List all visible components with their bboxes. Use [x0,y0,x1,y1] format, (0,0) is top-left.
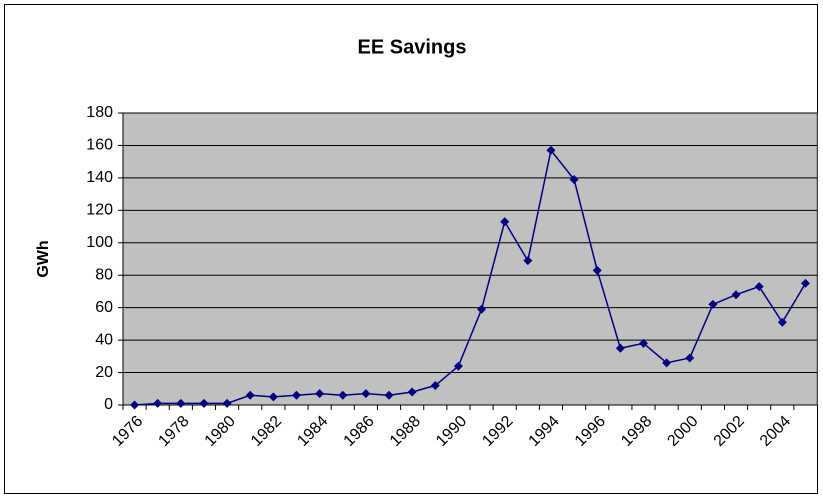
y-tick-label: 20 [95,364,113,381]
y-tick-label: 80 [95,266,113,283]
data-point [708,299,718,309]
data-point [199,398,209,408]
y-tick-label: 60 [95,299,113,316]
data-point [477,304,487,314]
data-point [731,290,741,300]
data-point [500,217,510,227]
data-point [176,398,186,408]
y-tick-label: 140 [86,169,113,186]
y-tick-label: 100 [86,234,113,251]
data-point [384,390,394,400]
data-point [430,381,440,391]
y-tick-label: 120 [86,202,113,219]
data-point [777,317,787,327]
data-point [569,175,579,185]
data-point [592,265,602,275]
y-tick-label: 180 [86,104,113,121]
data-point [292,390,301,400]
y-tick-label: 160 [86,137,113,154]
chart-title: EE Savings [358,36,467,58]
y-axis-label: GWh [35,240,52,277]
data-point [245,390,255,400]
data-point [315,389,325,399]
data-point [754,282,764,292]
data-point [800,278,810,288]
data-point [639,338,648,348]
data-point [130,400,140,410]
y-tick-label: 40 [95,331,113,348]
data-point [615,343,625,353]
data-point [338,390,348,400]
data-point [361,389,371,399]
y-tick-label: 0 [104,396,113,413]
plot-area [122,112,818,406]
data-point [662,358,672,368]
data-point [407,387,417,397]
data-point [153,398,163,408]
data-point [523,256,533,266]
data-point [268,392,278,402]
data-point [685,353,695,363]
data-point [546,145,556,155]
data-point [222,398,232,408]
series-line [134,148,807,406]
data-point [453,361,463,371]
